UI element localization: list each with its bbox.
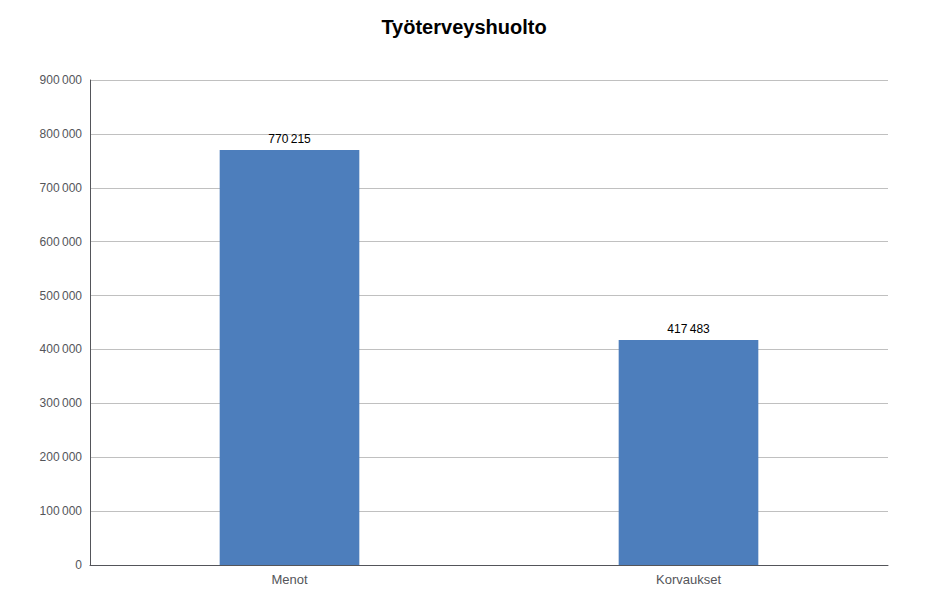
svg-text:Korvaukset: Korvaukset xyxy=(656,572,721,587)
svg-text:Työterveyshuolto: Työterveyshuolto xyxy=(381,16,546,38)
svg-text:300 000: 300 000 xyxy=(40,396,83,410)
svg-text:500 000: 500 000 xyxy=(40,289,83,303)
svg-text:200 000: 200 000 xyxy=(40,450,83,464)
svg-text:770 215: 770 215 xyxy=(268,132,311,146)
svg-text:417 483: 417 483 xyxy=(667,322,710,336)
svg-text:0: 0 xyxy=(75,558,82,572)
svg-text:Menot: Menot xyxy=(271,572,308,587)
svg-text:800 000: 800 000 xyxy=(40,127,83,141)
svg-text:900 000: 900 000 xyxy=(40,73,83,87)
svg-text:600 000: 600 000 xyxy=(40,235,83,249)
svg-text:400 000: 400 000 xyxy=(40,342,83,356)
svg-text:100 000: 100 000 xyxy=(40,504,83,518)
svg-text:700 000: 700 000 xyxy=(40,181,83,195)
